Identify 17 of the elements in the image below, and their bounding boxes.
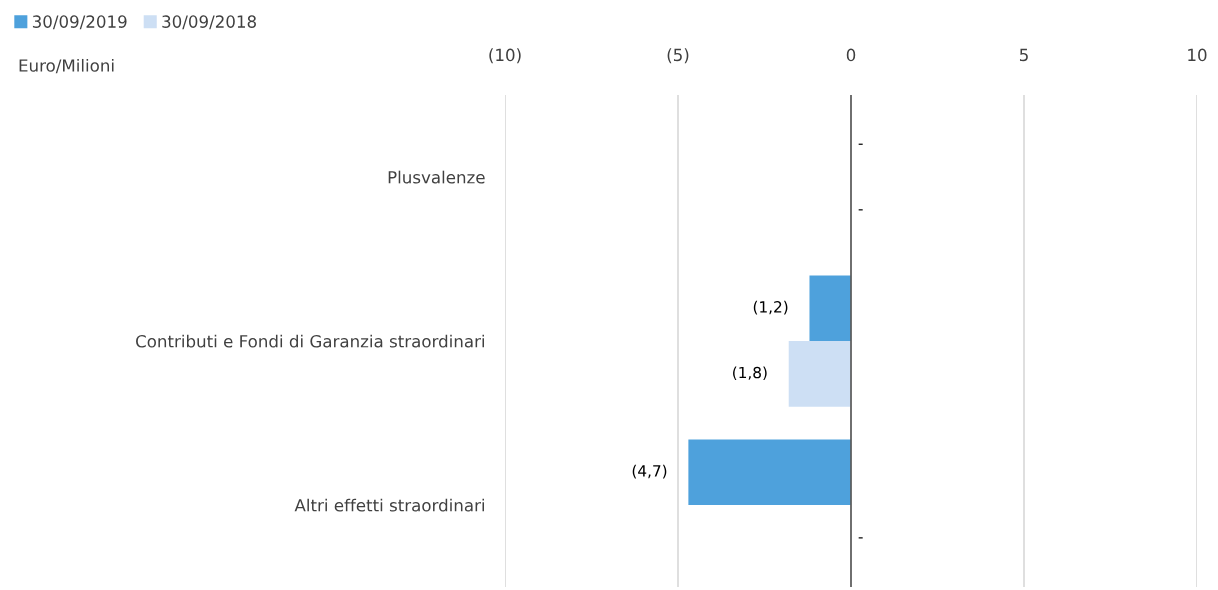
x-tick-label: (5) — [667, 48, 689, 64]
x-tick-label: 0 — [846, 48, 856, 62]
legend-label: 30/09/2019 — [32, 15, 127, 30]
y-tick-label: Altri effetti straordinari — [294, 498, 484, 512]
text: - — [858, 209, 863, 211]
legend-label: 30/09/2018 — [162, 15, 256, 30]
text: - — [858, 143, 863, 145]
data-label: (4,7) — [632, 464, 667, 479]
data-label: (1,2) — [753, 300, 788, 315]
x-tick-label: 5 — [1019, 48, 1028, 62]
data-label: (1,8) — [733, 366, 767, 381]
x-tick-label: (10) — [489, 48, 521, 64]
x-tick-label: 10 — [1188, 48, 1207, 62]
y-tick-label: Contributi e Fondi di Garanzia straordinari — [136, 334, 484, 348]
text: Euro/Milioni — [19, 58, 114, 74]
y-tick-label: Plusvalenze — [388, 170, 485, 184]
text: - — [858, 537, 863, 539]
